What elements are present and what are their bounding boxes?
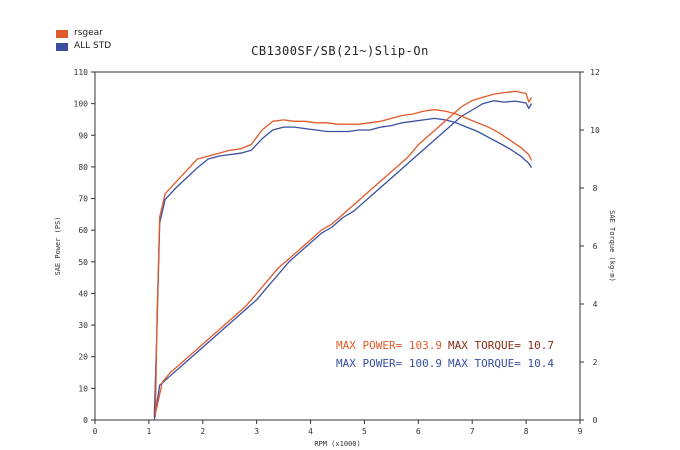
x-tick-label: 1 bbox=[146, 427, 151, 436]
y-left-tick-label: 10 bbox=[78, 384, 88, 393]
x-tick-label: 4 bbox=[308, 427, 313, 436]
x-tick-label: 9 bbox=[578, 427, 583, 436]
annotation-rsgear-max-power: MAX POWER= 103.9 bbox=[336, 339, 442, 352]
x-tick-label: 0 bbox=[93, 427, 98, 436]
x-tick-label: 6 bbox=[416, 427, 421, 436]
y-left-tick-label: 40 bbox=[78, 289, 88, 298]
legend-label-all-std: ALL STD bbox=[74, 41, 112, 51]
series-line-rsgear-torque bbox=[154, 109, 533, 418]
y-left-tick-label: 110 bbox=[74, 68, 89, 77]
series-line-all-std-torque bbox=[153, 117, 533, 418]
y-right-tick-label: 12 bbox=[590, 68, 600, 77]
y-left-tick-label: 0 bbox=[83, 416, 88, 425]
legend-swatch-rsgear bbox=[56, 29, 68, 38]
y-left-tick-label: 30 bbox=[78, 321, 88, 330]
y-left-tick-label: 60 bbox=[78, 226, 88, 235]
y-left-tick-label: 100 bbox=[74, 100, 89, 109]
x-axis-label: RPM (x1000) bbox=[314, 440, 360, 448]
y-left-tick-label: 80 bbox=[78, 163, 88, 172]
y-left-tick-label: 70 bbox=[78, 195, 88, 204]
y-right-tick-label: 0 bbox=[593, 416, 598, 425]
x-tick-label: 3 bbox=[254, 427, 259, 436]
x-tick-label: 8 bbox=[524, 427, 529, 436]
y-left-tick-label: 20 bbox=[78, 353, 88, 362]
y-right-tick-label: 2 bbox=[593, 358, 598, 367]
y-left-tick-label: 50 bbox=[78, 258, 88, 267]
x-tick-label: 7 bbox=[470, 427, 475, 436]
y-left-axis-label: SAE Power (PS) bbox=[54, 216, 62, 275]
annotation-std-max-power: MAX POWER= 100.9 bbox=[336, 357, 442, 370]
x-tick-label: 2 bbox=[200, 427, 205, 436]
y-left-tick-label: 90 bbox=[78, 131, 88, 140]
y-right-axis-label: SAE Torque (kg-m) bbox=[608, 210, 616, 282]
y-right-tick-label: 8 bbox=[593, 184, 598, 193]
legend-item-rsgear: rsgear bbox=[56, 27, 111, 40]
y-right-tick-label: 10 bbox=[590, 126, 600, 135]
annotation-rsgear-max-torque: MAX TORQUE= 10.7 bbox=[448, 339, 554, 352]
y-right-tick-label: 4 bbox=[593, 300, 598, 309]
legend-item-all-std: ALL STD bbox=[56, 40, 111, 53]
legend-swatch-all-std bbox=[56, 42, 68, 51]
series-line-all-std-power bbox=[153, 100, 533, 421]
y-right-tick-label: 6 bbox=[593, 242, 598, 251]
legend-label-rsgear: rsgear bbox=[74, 28, 103, 38]
legend: rsgear ALL STD bbox=[56, 27, 111, 53]
chart-title: CB1300SF/SB(21~)Slip-On bbox=[251, 44, 429, 58]
annotation-std-max-torque: MAX TORQUE= 10.4 bbox=[448, 357, 554, 370]
series-line-rsgear-power bbox=[154, 90, 533, 414]
x-tick-label: 5 bbox=[362, 427, 367, 436]
